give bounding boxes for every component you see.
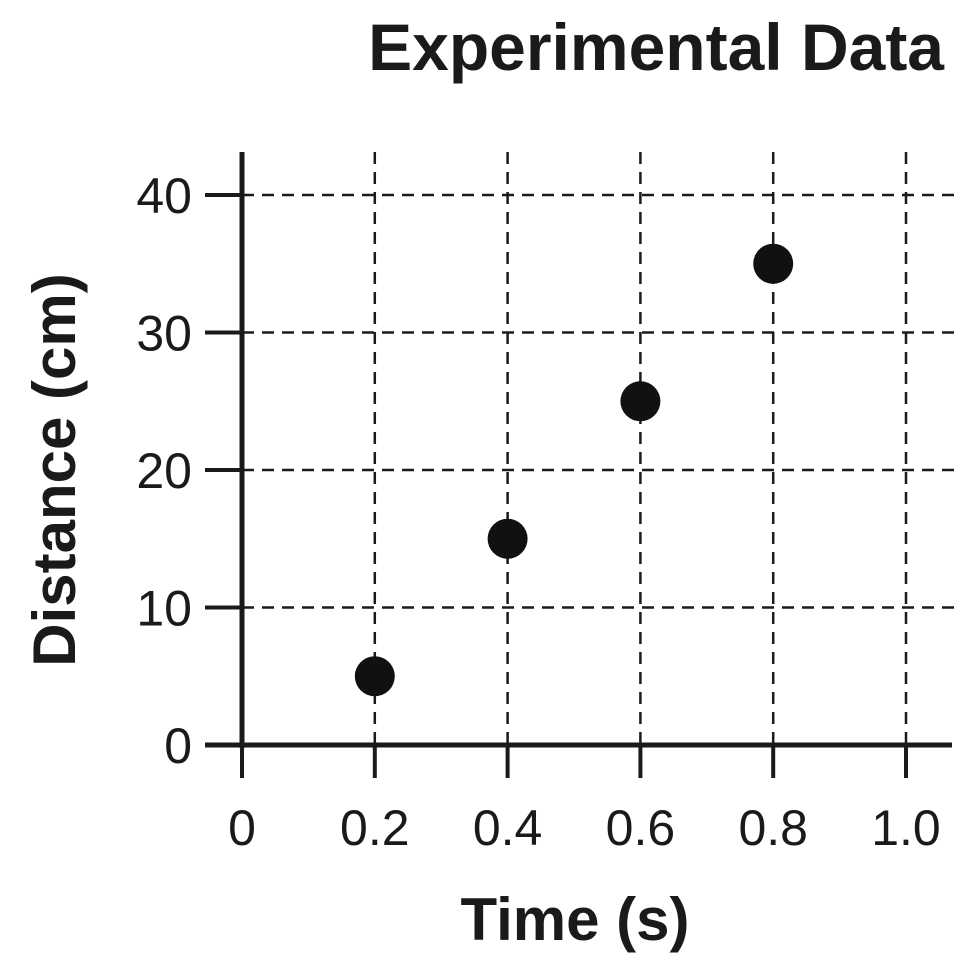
y-tick-label: 10 <box>136 581 192 637</box>
grid-lines <box>242 152 955 745</box>
x-axis-label: Time (s) <box>461 886 690 953</box>
chart-title: Experimental Data <box>368 10 945 84</box>
y-tick-label: 40 <box>136 168 192 224</box>
x-tick-label: 0.8 <box>738 800 808 856</box>
axes <box>205 152 952 748</box>
y-tick-label: 20 <box>136 443 192 499</box>
data-point <box>753 243 794 284</box>
x-tick-label: 1.0 <box>871 800 941 856</box>
ticks: 0 0.2 0.4 0.6 0.8 1.0 0 10 20 30 40 <box>136 168 940 856</box>
data-point <box>354 656 395 697</box>
y-tick-label: 0 <box>164 718 192 774</box>
y-tick-label: 30 <box>136 306 192 362</box>
x-tick-label: 0.4 <box>473 800 543 856</box>
data-point <box>620 381 661 422</box>
x-tick-label: 0.6 <box>606 800 676 856</box>
data-points <box>354 243 794 697</box>
x-tick-label: 0.2 <box>340 800 410 856</box>
y-axis-label: Distance (cm) <box>21 273 88 666</box>
x-tick-label: 0 <box>228 800 256 856</box>
data-point <box>487 518 528 559</box>
